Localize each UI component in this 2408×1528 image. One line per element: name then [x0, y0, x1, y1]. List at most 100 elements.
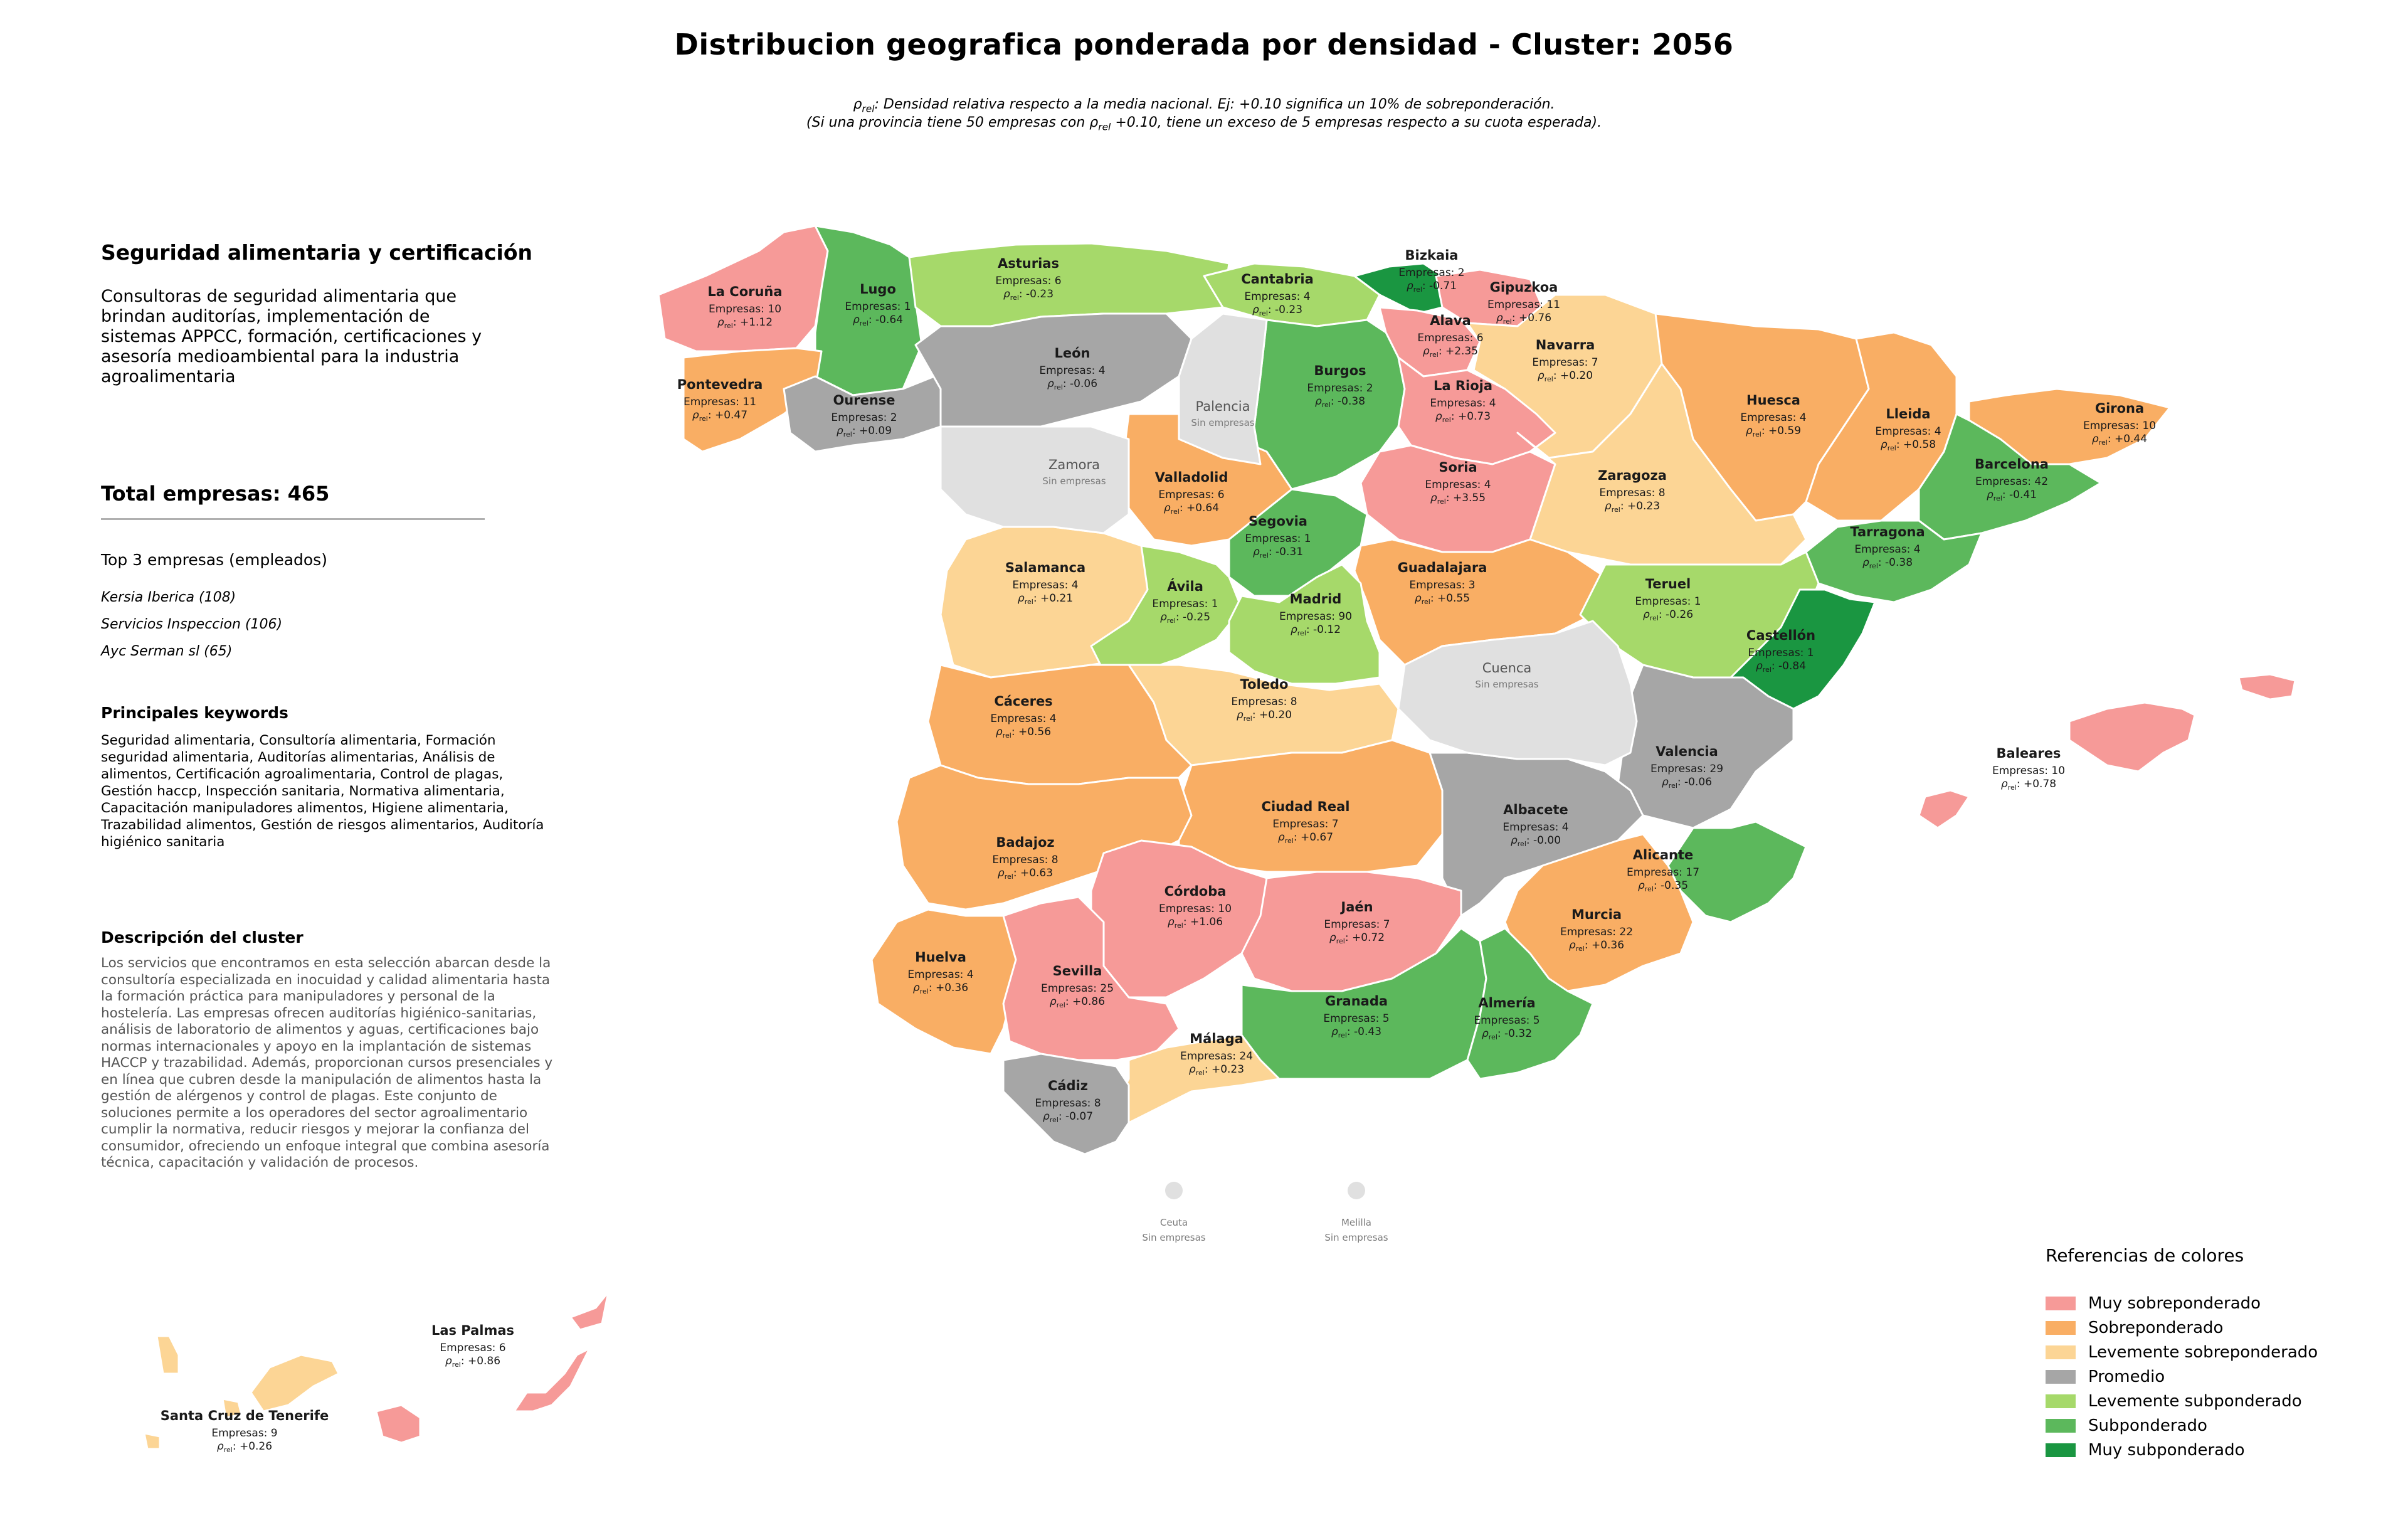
province-rho-gipuzkoa: ρrel: +0.76 [1496, 312, 1551, 326]
legend-swatch [2046, 1418, 2076, 1433]
province-las-palmas-island [375, 1404, 421, 1444]
province-name-badajoz: Badajoz [996, 835, 1054, 850]
province-rho-sevilla: ρrel: +0.86 [1050, 995, 1105, 1009]
province-empresas-bizkaia: Empresas: 2 [1398, 267, 1464, 279]
province-rho-guadalajara: ρrel: +0.55 [1415, 592, 1470, 606]
legend-item: Subponderado [2046, 1413, 2318, 1438]
province-rho-barcelona: ρrel: -0.41 [1987, 489, 2037, 502]
province-rho-soria: ρrel: +3.55 [1430, 492, 1486, 506]
province-rho-alicante: ρrel: -0.35 [1638, 879, 1688, 893]
province-empresas-almeria: Empresas: 5 [1474, 1014, 1539, 1027]
province-empresas-badajoz: Empresas: 8 [992, 854, 1058, 866]
province-name-caceres: Cáceres [994, 694, 1052, 709]
city-sin-empresas-melilla: Sin empresas [1324, 1232, 1388, 1243]
cluster-description: Los servicios que encontramos en esta se… [101, 955, 553, 1170]
province-name-segovia: Segovia [1249, 514, 1307, 529]
province-name-lugo: Lugo [860, 282, 896, 297]
province-name-leon: León [1054, 346, 1090, 361]
province-empresas-huelva: Empresas: 4 [907, 968, 973, 981]
province-empresas-navarra: Empresas: 7 [1532, 356, 1598, 369]
province-name-gipuzkoa: Gipuzkoa [1490, 280, 1558, 295]
legend-item: Levemente subponderado [2046, 1389, 2318, 1413]
legend-swatch [2046, 1296, 2076, 1310]
province-name-murcia: Murcia [1571, 907, 1622, 922]
province-name-pontevedra: Pontevedra [677, 377, 763, 392]
province-rho-madrid: ρrel: -0.12 [1291, 623, 1341, 637]
province-rho-granada: ρrel: -0.43 [1331, 1026, 1381, 1039]
total-empresas: Total empresas: 465 [101, 482, 330, 506]
province-name-zaragoza: Zaragoza [1598, 468, 1667, 483]
province-rho-bizkaia: ρrel: -0.71 [1407, 280, 1457, 294]
province-name-teruel: Teruel [1645, 576, 1691, 592]
top-company-1: Kersia Iberica (108) [101, 590, 236, 605]
province-empresas-castellon: Empresas: 1 [1748, 647, 1814, 659]
province-name-salamanca: Salamanca [1005, 560, 1085, 575]
province-empresas-segovia: Empresas: 1 [1245, 533, 1311, 545]
province-empresas-teruel: Empresas: 1 [1635, 595, 1701, 608]
top-company-3: Ayc Serman sl (65) [101, 644, 233, 659]
province-name-lleida: Lleida [1886, 406, 1930, 422]
province-empresas-cadiz: Empresas: 8 [1035, 1097, 1101, 1110]
province-name-jaen: Jaén [1339, 899, 1373, 915]
city-marker-ceuta [1165, 1182, 1183, 1199]
province-name-toledo: Toledo [1240, 677, 1289, 692]
province-name-guadalajara: Guadalajara [1398, 560, 1487, 575]
province-zamora [939, 425, 1130, 534]
province-name-bizkaia: Bizkaia [1405, 248, 1459, 263]
province-name-la-rioja: La Rioja [1434, 378, 1492, 393]
province-name-huelva: Huelva [915, 950, 966, 965]
color-legend: Referencias de colores Muy sobreponderad… [2046, 1245, 2318, 1462]
province-name-cordoba: Córdoba [1164, 884, 1227, 899]
province-empresas-madrid: Empresas: 90 [1279, 610, 1352, 623]
province-name-cadiz: Cádiz [1048, 1078, 1088, 1093]
province-rho-leon: ρrel: -0.06 [1047, 378, 1097, 391]
province-tarragona [1805, 519, 1983, 603]
province-empresas-baleares: Empresas: 10 [1992, 765, 2065, 777]
province-name-asturias: Asturias [998, 256, 1059, 271]
legend-label: Sobreponderado [2088, 1318, 2224, 1337]
province-rho-cadiz: ρrel: -0.07 [1043, 1110, 1093, 1124]
legend-item: Levemente sobreponderado [2046, 1340, 2318, 1364]
province-rho-castellon: ρrel: -0.84 [1756, 660, 1806, 674]
province-empresas-albacete: Empresas: 4 [1502, 821, 1568, 834]
province-rho-las-palmas: ρrel: +0.86 [445, 1355, 500, 1369]
legend-label: Promedio [2088, 1367, 2165, 1386]
legend-swatch [2046, 1320, 2076, 1335]
province-empresas-soria: Empresas: 4 [1425, 479, 1491, 491]
province-asturias [908, 242, 1230, 327]
province-empresas-ourense: Empresas: 2 [831, 411, 897, 424]
province-rho-ciudad-real: ρrel: +0.67 [1278, 831, 1333, 845]
province-name-albacete: Albacete [1503, 802, 1568, 817]
province-empresas-tarragona: Empresas: 4 [1854, 543, 1920, 556]
province-empresas-sevilla: Empresas: 25 [1041, 982, 1114, 995]
province-empresas-murcia: Empresas: 22 [1560, 926, 1633, 938]
top-company-2: Servicios Inspeccion (106) [101, 617, 283, 632]
province-empresas-granada: Empresas: 5 [1323, 1012, 1389, 1025]
province-name-granada: Granada [1325, 994, 1388, 1009]
province-empresas-burgos: Empresas: 2 [1307, 382, 1373, 395]
province-empresas-guadalajara: Empresas: 3 [1409, 579, 1475, 592]
province-rho-avila: ρrel: -0.25 [1160, 611, 1210, 625]
province-name-huesca: Huesca [1746, 393, 1800, 408]
province-cadiz [1002, 1053, 1130, 1155]
province-name-la-coruna: La Coruña [707, 284, 782, 299]
province-santa-cruz-de-tenerife [250, 1354, 340, 1413]
province-rho-tarragona: ρrel: -0.38 [1862, 556, 1913, 570]
province-name-las-palmas: Las Palmas [431, 1323, 514, 1338]
province-empresas-la-rioja: Empresas: 4 [1430, 397, 1496, 410]
legend-label: Muy subponderado [2088, 1440, 2245, 1460]
province-empresas-huesca: Empresas: 4 [1740, 411, 1806, 424]
province-empresas-caceres: Empresas: 4 [990, 713, 1056, 725]
province-rho-badajoz: ρrel: +0.63 [998, 867, 1053, 881]
province-name-cantabria: Cantabria [1241, 272, 1314, 287]
province-cuenca [1397, 620, 1638, 767]
province-name-tarragona: Tarragona [1850, 524, 1925, 539]
province-rho-ourense: ρrel: +0.09 [837, 425, 892, 438]
province-name-sevilla: Sevilla [1053, 963, 1102, 979]
province-cantabria [1203, 262, 1381, 327]
province-name-navarra: Navarra [1536, 337, 1595, 353]
province-name-ourense: Ourense [833, 393, 895, 408]
province-empresas-salamanca: Empresas: 4 [1012, 579, 1078, 592]
province-name-palencia: Palencia [1196, 399, 1250, 414]
